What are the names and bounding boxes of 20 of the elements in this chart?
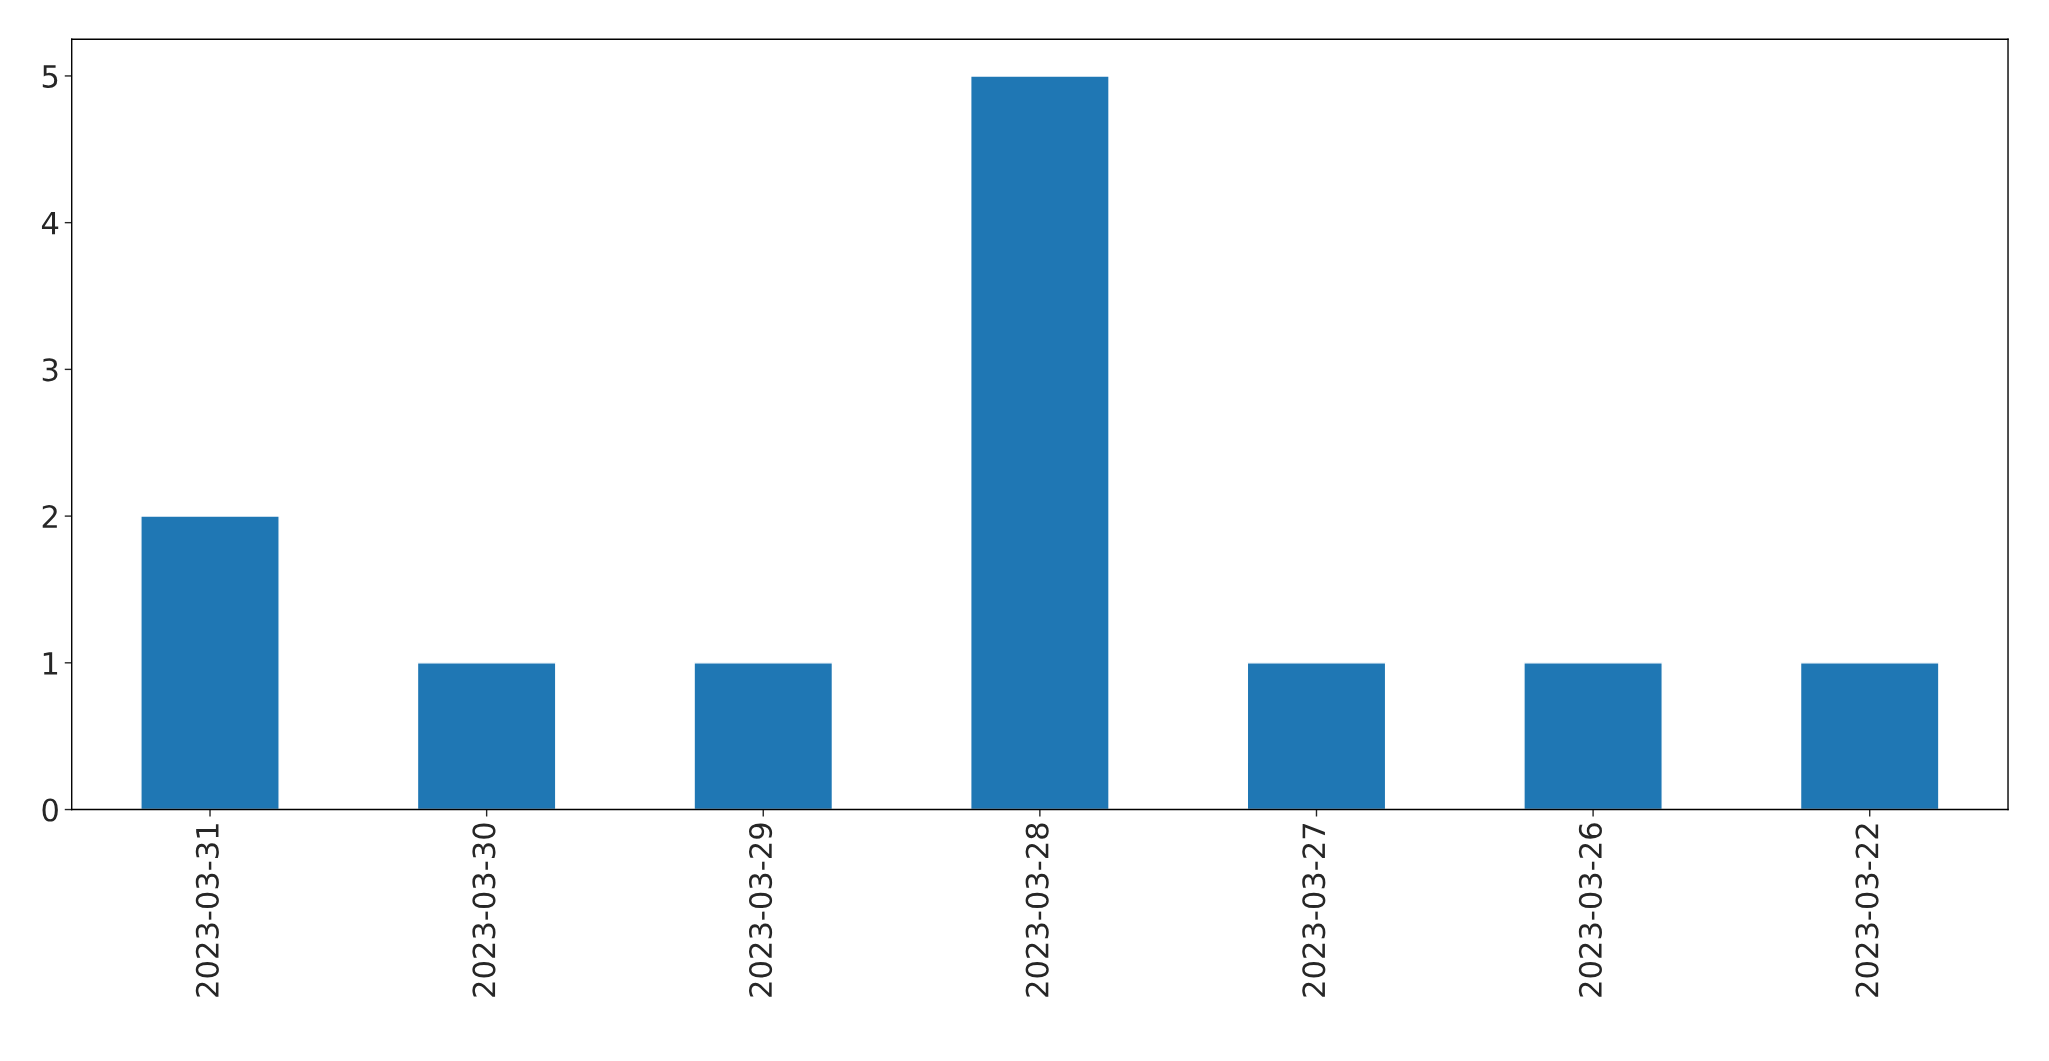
x-tick-label: 2023-03-28	[1025, 823, 1049, 997]
x-tick-label: 2023-03-29	[749, 823, 773, 997]
bar	[970, 75, 1110, 810]
x-tick-label: 2023-03-22	[1855, 824, 1879, 997]
bar	[140, 515, 280, 810]
y-tick-label: 1	[43, 652, 58, 675]
bar	[693, 662, 834, 810]
x-tick-label: 2023-03-31	[195, 824, 219, 997]
y-tick-label: 2	[42, 505, 57, 528]
x-tick-label: 2023-03-26	[1578, 823, 1602, 997]
y-tick-label: 5	[42, 65, 58, 88]
y-tick-label: 0	[42, 798, 58, 822]
bar	[1246, 662, 1387, 810]
y-tick-label: 3	[42, 358, 58, 382]
x-tick-label: 2023-03-30	[472, 823, 496, 997]
x-tick-label: 2023-03-27	[1302, 823, 1326, 997]
bar	[416, 662, 557, 810]
bar	[1799, 662, 1940, 810]
bar	[1523, 662, 1663, 810]
y-tick-label: 4	[41, 211, 59, 235]
